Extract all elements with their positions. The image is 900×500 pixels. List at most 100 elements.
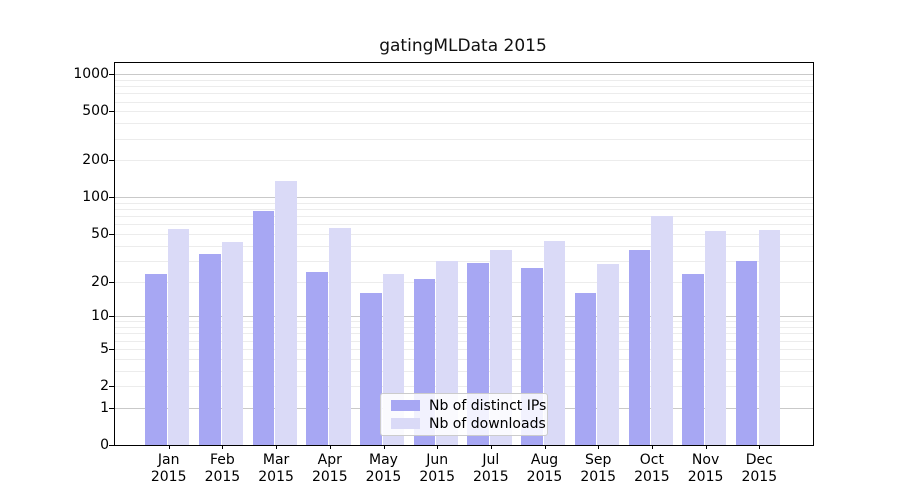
gridline-minor-40 <box>115 245 813 247</box>
gridline-minor-300 <box>115 138 813 140</box>
y-tick-mark-20 <box>109 281 114 283</box>
bar-nb-of-distinct-ips-oct <box>628 249 651 445</box>
legend-item-downloads: Nb of downloads <box>381 415 547 432</box>
y-tick-mark-500 <box>109 111 114 113</box>
x-tick-mark-mar <box>276 445 278 449</box>
plot-area: Nb of distinct IPs Nb of downloads 0 1 2 5 1… <box>73 62 814 485</box>
y-tick-mark-10 <box>109 316 114 318</box>
bar-nb-of-downloads-apr <box>329 228 351 445</box>
gridline-minor-4 <box>115 358 813 360</box>
gridline-major-1000 <box>115 74 813 76</box>
gridline-minor-90 <box>115 202 813 204</box>
bar-nb-of-downloads-sep <box>597 264 619 445</box>
y-tick-label-10: 10 <box>91 308 109 325</box>
x-tick-label-jan: Jan 2015 <box>150 452 187 485</box>
x-tick-label-feb: Feb 2015 <box>204 452 241 485</box>
x-tick-label-apr: Apr 2015 <box>311 452 348 485</box>
x-tick-label-mar: Mar 2015 <box>258 452 294 485</box>
x-tick-label-jun: Jun 2015 <box>419 452 456 485</box>
bar-nb-of-downloads-nov <box>704 230 727 445</box>
y-tick-label-0: 0 <box>100 437 109 453</box>
chart-title: gatingMLData 2015 <box>379 36 547 56</box>
gridline-minor-70 <box>115 216 813 218</box>
gridline-minor-5 <box>115 348 813 350</box>
y-tick-label-1: 1 <box>100 399 109 416</box>
y-tick-mark-5 <box>109 348 114 350</box>
y-tick-mark-0 <box>109 445 114 446</box>
x-tick-mark-nov <box>705 445 707 449</box>
gridline-minor-200 <box>115 160 813 162</box>
gridline-minor-3 <box>115 370 813 372</box>
gridline-minor-30 <box>115 260 813 262</box>
gridline-major-100 <box>115 197 813 199</box>
y-tick-label-50: 50 <box>91 226 109 242</box>
gridline-minor-2 <box>115 386 813 387</box>
bar-nb-of-distinct-ips-dec <box>735 260 758 445</box>
y-tick-label-2: 2 <box>100 378 109 394</box>
gridline-minor-900 <box>115 79 813 81</box>
gridline-minor-7 <box>115 333 813 335</box>
gridline-minor-700 <box>115 93 813 95</box>
x-tick-label-jul: Jul 2015 <box>472 452 509 485</box>
bar-nb-of-distinct-ips-mar <box>252 211 275 445</box>
x-tick-mark-jul <box>490 445 492 449</box>
bar-nb-of-downloads-dec <box>758 229 781 445</box>
bar-nb-of-downloads-jan <box>167 229 190 445</box>
x-tick-mark-may <box>383 445 385 449</box>
y-tick-mark-50 <box>109 234 114 235</box>
x-tick-label-nov: Nov 2015 <box>687 452 724 485</box>
y-tick-mark-200 <box>109 160 114 162</box>
y-tick-label-20: 20 <box>91 273 109 290</box>
x-tick-label-dec: Dec 2015 <box>741 452 778 485</box>
y-tick-label-200: 200 <box>82 152 109 169</box>
gridline-minor-8 <box>115 327 813 329</box>
y-tick-label-500: 500 <box>82 103 109 120</box>
legend-item-distinct-ips: Nb of distinct IPs <box>381 397 547 414</box>
legend-label-distinct-ips: Nb of distinct IPs <box>429 397 547 414</box>
gridline-minor-9 <box>115 321 813 323</box>
y-tick-mark-1 <box>109 407 114 409</box>
gridline-major-10 <box>115 316 813 318</box>
x-tick-mark-oct <box>651 445 653 449</box>
x-tick-mark-aug <box>544 445 546 449</box>
y-tick-label-1000: 1000 <box>73 66 109 83</box>
gridline-minor-6 <box>115 340 813 342</box>
x-tick-mark-sep <box>598 445 600 449</box>
x-tick-label-oct: Oct 2015 <box>634 452 670 485</box>
x-tick-mark-feb <box>222 445 224 449</box>
gridline-minor-20 <box>115 281 813 283</box>
legend-label-downloads: Nb of downloads <box>429 415 546 432</box>
y-tick-mark-100 <box>109 197 114 199</box>
x-tick-mark-apr <box>329 445 331 449</box>
bar-nb-of-downloads-oct <box>651 216 673 445</box>
bar-nb-of-distinct-ips-jan <box>145 274 167 445</box>
bar-nb-of-distinct-ips-feb <box>199 254 221 445</box>
legend-swatch-downloads <box>391 418 420 429</box>
x-tick-label-aug: Aug 2015 <box>526 452 563 485</box>
gridline-minor-800 <box>115 86 813 88</box>
x-tick-label-sep: Sep 2015 <box>580 452 617 485</box>
y-tick-label-100: 100 <box>82 189 109 206</box>
gridline-minor-500 <box>115 111 813 113</box>
gridline-minor-60 <box>115 224 813 226</box>
bar-nb-of-distinct-ips-apr <box>306 272 328 445</box>
bar-nb-of-distinct-ips-may <box>360 293 382 445</box>
y-tick-mark-1000 <box>109 74 114 76</box>
gridline-minor-600 <box>115 101 813 103</box>
gridline-minor-80 <box>115 209 813 211</box>
x-tick-mark-dec <box>759 445 761 449</box>
y-tick-mark-2 <box>109 386 114 387</box>
x-tick-mark-jun <box>437 445 439 449</box>
bar-nb-of-distinct-ips-nov <box>682 274 704 445</box>
gridline-minor-50 <box>115 234 813 235</box>
legend: Nb of distinct IPs Nb of downloads <box>380 393 548 436</box>
bar-nb-of-downloads-mar <box>275 181 297 445</box>
x-tick-label-may: May 2015 <box>365 452 402 485</box>
y-tick-label-5: 5 <box>100 340 109 357</box>
bar-nb-of-downloads-aug <box>543 240 566 445</box>
gridline-minor-400 <box>115 123 813 125</box>
legend-swatch-distinct-ips <box>391 400 420 411</box>
x-tick-mark-jan <box>168 445 170 449</box>
bar-nb-of-downloads-feb <box>221 241 244 445</box>
